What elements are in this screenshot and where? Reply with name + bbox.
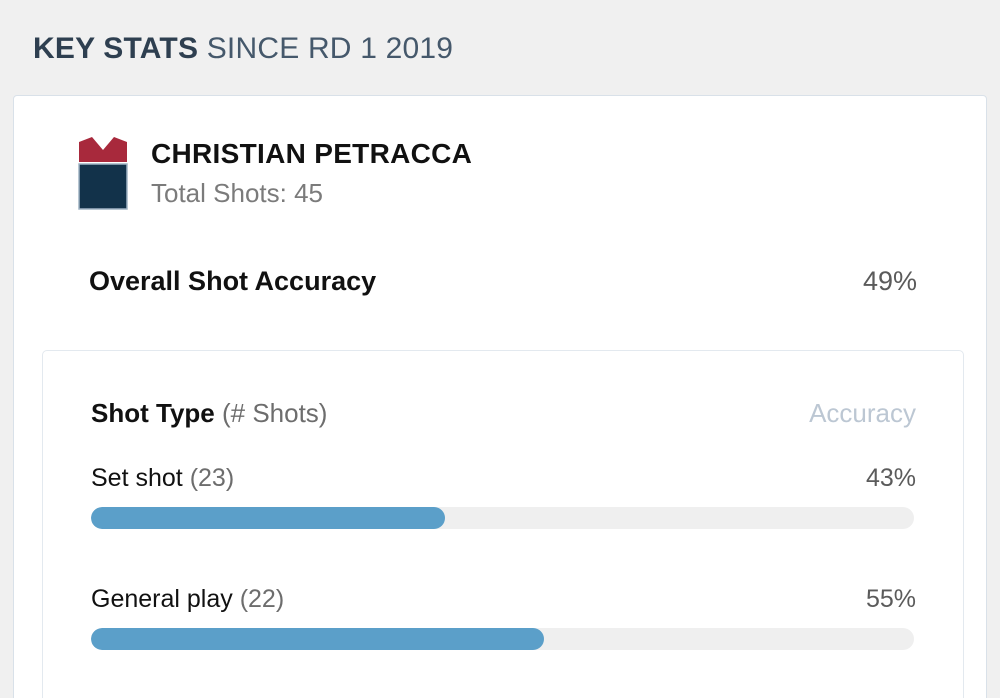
accuracy-bar-track — [91, 507, 914, 529]
key-stats-card: CHRISTIAN PETRACCA Total Shots: 45 Overa… — [13, 95, 987, 698]
player-text: CHRISTIAN PETRACCA Total Shots: 45 — [151, 137, 473, 209]
shot-type-accuracy: 43% — [865, 464, 916, 492]
guernsey-icon — [78, 137, 128, 210]
player-total-shots: Total Shots: 45 — [151, 177, 323, 208]
shot-type-count: (23) — [189, 464, 235, 492]
shot-type-name: Set shot (23) — [91, 464, 234, 493]
shot-type-label: Set shot — [91, 464, 183, 492]
shot-type-label: General play — [91, 585, 233, 613]
shot-type-header-title: Shot Type — [91, 398, 215, 428]
shot-type-name: General play (22) — [91, 585, 284, 614]
overall-accuracy-label: Overall Shot Accuracy — [89, 266, 377, 296]
shot-type-header-left: Shot Type (# Shots) — [91, 398, 327, 429]
shot-type-breakdown-card: Shot Type (# Shots) Accuracy Set shot (2… — [42, 350, 964, 698]
accuracy-column-header: Accuracy — [809, 398, 916, 428]
player-row[interactable]: CHRISTIAN PETRACCA Total Shots: 45 — [76, 136, 472, 212]
overall-accuracy-value: 49% — [862, 266, 917, 296]
accuracy-bar-fill — [91, 628, 544, 650]
table-row[interactable]: General play (22) 55% — [91, 585, 916, 650]
section-header: KEY STATS SINCE RD 1 2019 — [33, 34, 453, 64]
shot-type-header-count-note: (# Shots) — [221, 398, 328, 428]
overall-accuracy-row: Overall Shot Accuracy 49% — [89, 266, 917, 297]
section-header-subtitle: SINCE RD 1 2019 — [206, 32, 454, 65]
accuracy-bar-track — [91, 628, 914, 650]
table-row-top: Set shot (23) 43% — [91, 464, 916, 493]
table-row[interactable]: Set shot (23) 43% — [91, 464, 916, 529]
shot-type-rows: Set shot (23) 43% General play (22) 55% — [91, 464, 916, 650]
section-header-kicker: KEY STATS — [33, 32, 199, 65]
accuracy-bar-fill — [91, 507, 445, 529]
table-row-top: General play (22) 55% — [91, 585, 916, 614]
player-name: CHRISTIAN PETRACCA — [151, 137, 473, 169]
shot-type-accuracy: 55% — [865, 585, 916, 613]
shot-type-table-header: Shot Type (# Shots) Accuracy — [91, 398, 916, 429]
shot-type-count: (22) — [239, 585, 285, 613]
